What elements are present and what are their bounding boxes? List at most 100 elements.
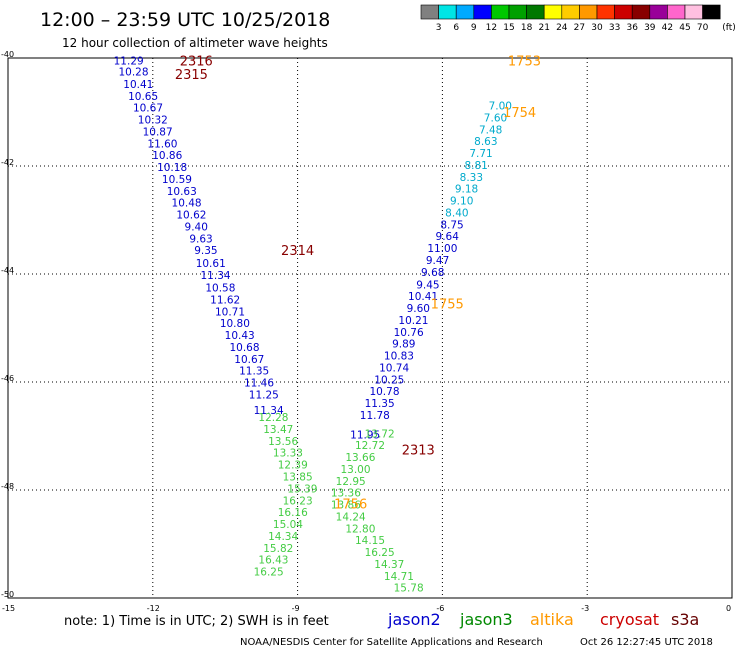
colorbar-swatch	[420, 4, 439, 20]
colorbar-tick-label: 27	[574, 23, 585, 33]
swh-data-label: 8.33	[460, 172, 483, 184]
swh-data-label: 10.32	[138, 115, 168, 127]
pass-label: 2316	[180, 55, 213, 70]
swh-data-label: 11.35	[365, 398, 395, 410]
x-tick-label: -9	[292, 604, 300, 613]
colorbar-tick-label: 24	[556, 23, 568, 33]
legend-item-altika: altika	[530, 610, 574, 629]
swh-data-label: 9.18	[455, 184, 478, 196]
colorbar-swatch	[614, 4, 633, 20]
swh-data-label: 11.62	[210, 294, 240, 306]
swh-data-label: 11.00	[427, 243, 457, 255]
colorbar-swatch	[543, 4, 563, 20]
colorbar-tick-label: 9	[471, 23, 477, 33]
colorbar-swatch	[631, 4, 651, 20]
chart-subtitle: 12 hour collection of altimeter wave hei…	[62, 36, 328, 50]
grid	[8, 58, 732, 598]
swh-data-label: 11.35	[239, 366, 269, 378]
axis-tick-labels: -15 -12 -9 -6 -3 0 -40 -42 -44 -46 -48 -50	[1, 50, 731, 613]
pass-label: 1754	[503, 106, 536, 121]
swh-data-label: 15.78	[394, 583, 424, 595]
pass-label: 2313	[402, 444, 435, 459]
swh-data-label: 10.61	[196, 258, 226, 270]
swh-data-label: 15.39	[287, 483, 317, 495]
swh-data-label: 7.60	[484, 112, 507, 124]
swh-data-label: 13.72	[365, 428, 395, 440]
colorbar-tick-label: 33	[609, 23, 620, 33]
swh-data-label: 9.35	[194, 245, 217, 257]
swh-data-label: 13.00	[340, 464, 370, 476]
colorbar-tick-label: 18	[521, 23, 533, 33]
y-tick-label: -48	[1, 482, 14, 491]
y-tick-label: -40	[1, 50, 14, 59]
pass-label: 2314	[281, 244, 314, 259]
x-tick-label: 0	[726, 604, 731, 613]
satellite-legend: jason2 jason3 altika cryosat s3a	[387, 610, 699, 629]
swh-data-label: 15.04	[273, 519, 303, 531]
swh-data-label: 13.36	[331, 488, 361, 500]
swh-data-label: 11.46	[244, 378, 274, 390]
swh-data-label: 16.25	[365, 547, 395, 559]
swh-data-label: 9.68	[421, 267, 444, 279]
swh-data-label: 10.80	[220, 318, 250, 330]
swh-data-label: 9.10	[450, 196, 473, 208]
swh-data-label: 9.40	[185, 221, 208, 233]
swh-data-label: 8.63	[474, 136, 497, 148]
swh-data-label: 16.25	[254, 567, 284, 579]
x-tick-label: -6	[436, 604, 444, 613]
swh-data-label: 16.23	[283, 495, 313, 507]
colorbar-tick-label: 15	[503, 23, 514, 33]
legend-item-jason2: jason2	[387, 610, 441, 629]
legend-item-cryosat: cryosat	[600, 610, 659, 629]
swh-data-label: 10.18	[157, 162, 187, 174]
y-tick-label: -50	[1, 590, 14, 599]
swh-data-label: 10.59	[162, 174, 192, 186]
swh-data-label: 10.83	[384, 351, 414, 363]
colorbar-swatch	[455, 4, 475, 20]
swh-data-label: 10.41	[408, 291, 438, 303]
colorbar-swatch	[526, 4, 545, 20]
swh-data-label: 8.75	[440, 219, 463, 231]
swh-data-label: 12.72	[355, 440, 385, 452]
legend-item-jason3: jason3	[459, 610, 513, 629]
swh-data-label: 10.63	[167, 186, 197, 198]
pass-label: 1753	[508, 55, 541, 70]
swh-data-label: 12.39	[278, 460, 308, 472]
colorbar-swatch	[473, 4, 492, 20]
colorbar-swatch	[684, 4, 703, 20]
legend-item-s3a: s3a	[671, 610, 699, 629]
colorbar-tick-label: 70	[697, 23, 709, 33]
swh-data-label: 8.40	[445, 207, 468, 219]
colorbar-tick-label: 6	[453, 23, 459, 33]
swh-data-label: 10.28	[118, 67, 148, 79]
swh-data-label: 14.37	[374, 559, 404, 571]
swh-data-label: 14.34	[268, 531, 298, 543]
footer-timestamp: Oct 26 12:27:45 UTC 2018	[580, 637, 713, 648]
swh-data-label: 10.86	[152, 150, 182, 162]
colorbar-tick-label: 42	[662, 23, 673, 33]
swh-data-label: 7.00	[489, 101, 512, 113]
swh-data-label: 11.95	[350, 429, 380, 441]
swh-data-label: 16.16	[278, 507, 308, 519]
swh-data-label: 16.43	[258, 555, 288, 567]
swh-data-label: 7.48	[479, 124, 502, 136]
swh-data-label: 9.45	[416, 279, 439, 291]
swh-data-label: 11.29	[114, 56, 144, 68]
swh-data-label: 9.63	[189, 233, 212, 245]
swh-data-label: 14.15	[355, 535, 385, 547]
swh-data-label: 10.76	[394, 327, 424, 339]
swh-data-label: 10.58	[205, 283, 235, 295]
colorbar-tick-label: 3	[436, 23, 442, 33]
swh-data-label: 9.47	[426, 255, 449, 267]
x-tick-label: -12	[147, 604, 160, 613]
colorbar-swatch	[508, 4, 527, 20]
y-tick-label: -44	[1, 266, 14, 275]
colorbar-swatch	[702, 4, 721, 20]
swh-data-label: 10.43	[225, 330, 255, 342]
swh-data-label: 15.82	[263, 543, 293, 555]
swh-data-label: 12.95	[336, 476, 366, 488]
colorbar-swatch	[596, 4, 615, 20]
swh-data-label: 12.80	[345, 523, 375, 535]
